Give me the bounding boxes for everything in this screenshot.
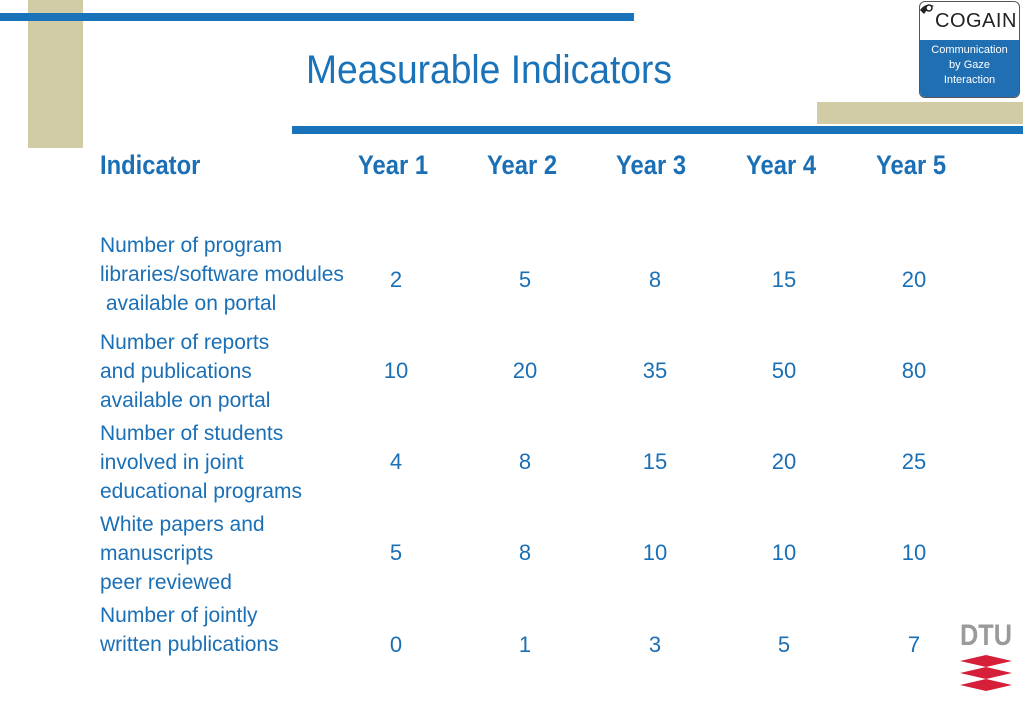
header-year-3: Year 3 — [616, 150, 687, 180]
eye-icon — [920, 4, 934, 14]
table-cell: 5 — [518, 267, 532, 292]
header-year-4: Year 4 — [746, 150, 817, 180]
row-label-line: Number of students — [100, 422, 284, 445]
table-cell: 25 — [901, 449, 927, 474]
logo-tagline-line: by Gaze — [949, 59, 990, 71]
decor-blue-bar-top — [0, 13, 634, 21]
table-cell: 3 — [648, 632, 662, 657]
row-label-line: written publications — [100, 633, 279, 656]
row-label-line: available on portal — [100, 389, 271, 412]
table-cell: 10 — [383, 358, 409, 383]
row-label-line: Number of jointly — [100, 604, 258, 627]
table-row-label: White papers and manuscripts peer review… — [100, 510, 265, 597]
table-cell: 10 — [771, 540, 797, 565]
table-cell: 8 — [518, 449, 532, 474]
header-year-1: Year 1 — [358, 150, 429, 180]
header-year-5: Year 5 — [876, 150, 947, 180]
table-cell: 10 — [642, 540, 668, 565]
row-label-line: manuscripts — [100, 542, 214, 565]
logo-tagline-line: Interaction — [943, 74, 996, 86]
row-label-line: and publications — [100, 360, 252, 383]
header-year-2: Year 2 — [487, 150, 558, 180]
table-row-label: Number of program libraries/software mod… — [100, 231, 344, 318]
cogain-logo: COGAIN Communication by Gaze Interaction — [919, 1, 1020, 98]
table-cell: 5 — [777, 632, 791, 657]
table-cell: 4 — [389, 449, 403, 474]
table-cell: 20 — [512, 358, 538, 383]
table-cell: 15 — [642, 449, 668, 474]
logo-tagline-line: Communication — [931, 44, 1008, 56]
table-cell: 8 — [518, 540, 532, 565]
table-row-label: Number of jointly written publications — [100, 601, 279, 659]
row-label-line: peer reviewed — [100, 571, 232, 594]
decor-tan-block-right — [817, 102, 1023, 124]
slide-title: Measurable Indicators — [306, 48, 672, 92]
table-cell: 5 — [389, 540, 403, 565]
table-cell: 1 — [518, 632, 532, 657]
row-label-line: available on portal — [100, 292, 277, 315]
table-cell: 20 — [901, 267, 927, 292]
table-row-label: Number of students involved in joint edu… — [100, 419, 302, 506]
table-cell: 7 — [907, 632, 921, 657]
table-cell: 35 — [642, 358, 668, 383]
dtu-logo-text: DTU — [960, 619, 1012, 652]
table-cell: 20 — [771, 449, 797, 474]
table-cell: 0 — [389, 632, 403, 657]
table-cell: 15 — [771, 267, 797, 292]
row-label-line: White papers and — [100, 513, 265, 536]
table-cell: 2 — [389, 267, 403, 292]
row-label-line: involved in joint — [100, 451, 244, 474]
table-cell: 50 — [771, 358, 797, 383]
row-label-line: Number of program — [100, 234, 283, 257]
table-cell: 8 — [648, 267, 662, 292]
table-cell: 10 — [901, 540, 927, 565]
row-label-line: educational programs — [100, 480, 302, 503]
table-cell: 80 — [901, 358, 927, 383]
logo-tagline: Communication by Gaze Interaction — [920, 40, 1019, 97]
row-label-line: Number of reports — [100, 331, 270, 354]
header-indicator: Indicator — [100, 150, 201, 180]
row-label-line: libraries/software modules — [100, 263, 344, 286]
logo-wordmark: COGAIN — [935, 10, 1017, 32]
decor-tan-block-left — [28, 0, 83, 148]
table-row-label: Number of reports and publications avail… — [100, 328, 270, 415]
decor-blue-bar-mid — [292, 126, 1023, 134]
dtu-logo: DTU — [960, 619, 1012, 691]
